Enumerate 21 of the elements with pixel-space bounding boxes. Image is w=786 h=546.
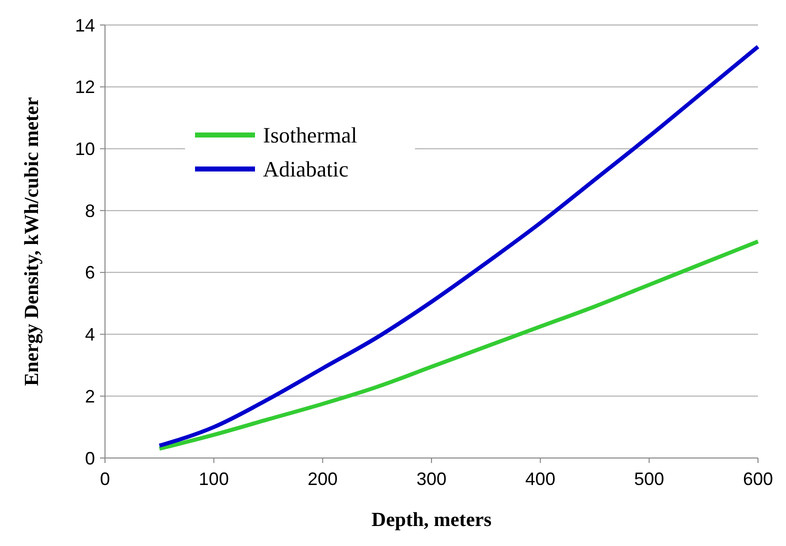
x-tick-label: 0 [100,469,110,489]
x-tick-label: 400 [525,469,556,489]
y-tick-label: 6 [84,262,95,283]
y-tick-label: 12 [74,77,95,98]
y-tick-label: 2 [84,386,95,406]
y-tick-label: 10 [74,139,95,160]
y-tick-label: 4 [84,324,95,345]
y-tick-label: 14 [74,15,95,36]
y-axis-title: Energy Density, kWh/cubic meter [21,96,43,386]
line-series [157,44,760,448]
x-tick-label: 300 [416,469,447,489]
line-series [157,240,760,451]
x-tick-label: 200 [308,469,338,489]
x-axis-title: Depth, meters [372,509,492,531]
y-tick-label: 8 [84,200,95,221]
y-tick-label: 0 [84,448,95,468]
x-tick-label: 100 [198,469,229,489]
legend-label: Isothermal [263,122,358,148]
x-tick-label: 500 [634,469,664,489]
x-tick-label: 600 [742,469,774,489]
legend-label: Adiabatic [263,156,349,182]
